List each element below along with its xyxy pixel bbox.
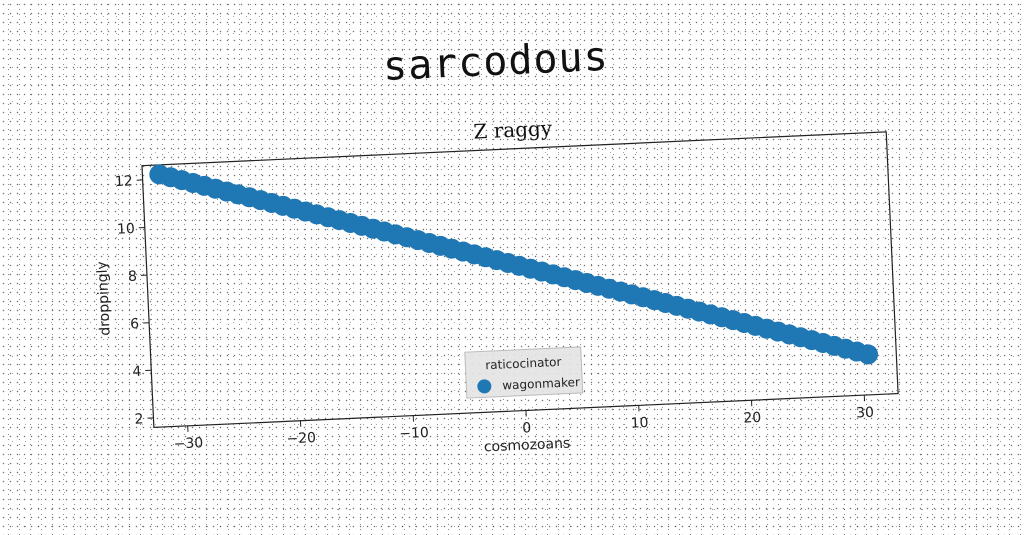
y-axis-label: droppingly xyxy=(94,261,113,336)
x-tick-label: −30 xyxy=(173,435,203,452)
x-tick-label: 10 xyxy=(630,415,649,432)
x-tick-label: −10 xyxy=(399,425,429,442)
y-tick-label: 2 xyxy=(134,411,144,427)
x-tick-label: 30 xyxy=(856,405,875,422)
legend: raticocinator wagonmaker xyxy=(465,347,583,398)
x-tick-label: 0 xyxy=(522,420,532,436)
y-tick-label: 6 xyxy=(130,316,140,332)
y-tick-label: 12 xyxy=(115,173,134,190)
y-tick-label: 8 xyxy=(128,269,138,285)
x-tick-label: 20 xyxy=(743,410,762,427)
chart-title: Z raggy xyxy=(473,116,553,144)
y-tick-label: 10 xyxy=(117,221,136,238)
y-tick-label: 4 xyxy=(132,364,142,380)
x-axis-label: cosmozoans xyxy=(484,436,571,456)
x-tick-label: −20 xyxy=(286,430,316,447)
